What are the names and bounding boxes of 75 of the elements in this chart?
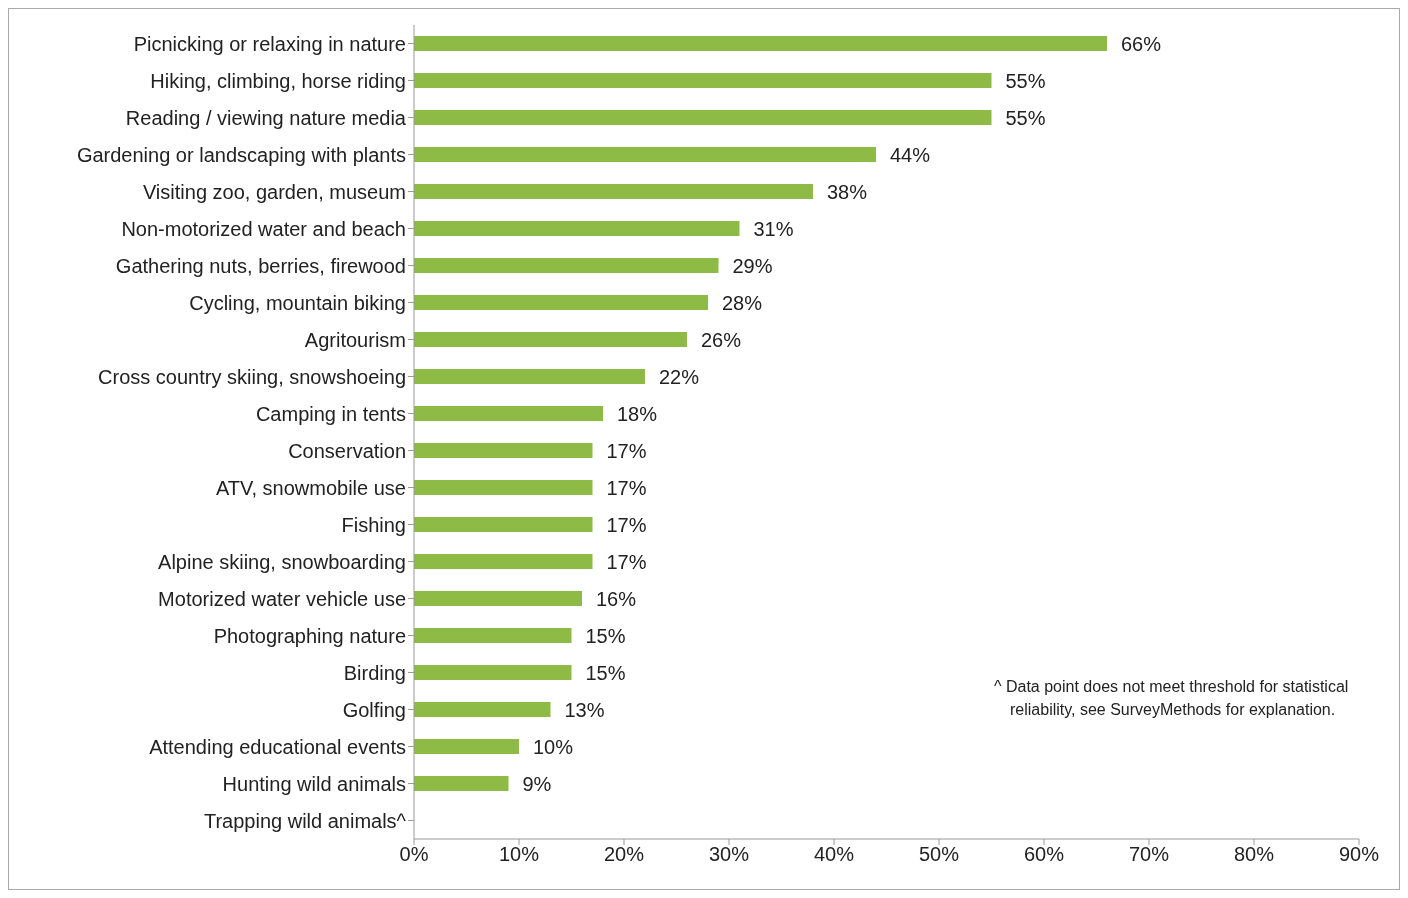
- bar: [414, 36, 1107, 52]
- data-label: 10%: [533, 735, 574, 758]
- data-label: 22%: [659, 365, 700, 388]
- bar: [414, 591, 582, 607]
- x-tick-label: 70%: [1128, 843, 1170, 866]
- bar: [414, 554, 593, 570]
- y-tick-label: Photographing nature: [213, 624, 406, 647]
- data-label: 55%: [1005, 106, 1046, 129]
- x-tick-label: 60%: [1023, 843, 1065, 866]
- y-tick-label: Trapping wild animals^: [203, 809, 407, 832]
- data-label: 44%: [890, 143, 931, 166]
- bar: [414, 517, 593, 533]
- y-tick-label: Cycling, mountain biking: [189, 291, 406, 314]
- y-tick-label: Birding: [343, 661, 406, 684]
- bar: [414, 147, 876, 163]
- bar: [414, 702, 551, 718]
- x-tick-label: 30%: [708, 843, 750, 866]
- data-label: 13%: [564, 698, 605, 721]
- y-tick-label: Alpine skiing, snowboarding: [158, 550, 406, 573]
- data-label: 18%: [617, 402, 658, 425]
- y-tick-label: ATV, snowmobile use: [215, 476, 406, 499]
- y-tick-label: Gardening or landscaping with plants: [76, 143, 406, 166]
- bar: [414, 628, 572, 644]
- y-tick-label: Camping in tents: [255, 402, 406, 425]
- x-tick-label: 10%: [498, 843, 540, 866]
- data-label: 15%: [585, 661, 626, 684]
- bar: [414, 480, 593, 496]
- bar: [414, 295, 708, 311]
- data-label: 9%: [522, 772, 552, 795]
- bar: [414, 110, 992, 126]
- y-tick-label: Hunting wild animals: [222, 772, 406, 795]
- y-tick-label: Reading / viewing nature media: [125, 106, 407, 129]
- data-label: 17%: [606, 476, 647, 499]
- bar: [414, 258, 719, 274]
- y-tick-label: Hiking, climbing, horse riding: [150, 69, 406, 92]
- x-tick-label: 90%: [1338, 843, 1380, 866]
- y-tick-label: Visiting zoo, garden, museum: [142, 180, 406, 203]
- bar: [414, 184, 813, 200]
- data-label: 38%: [827, 180, 868, 203]
- y-tick-label: Fishing: [341, 513, 406, 536]
- y-tick-label: Conservation: [288, 439, 406, 462]
- data-label: 26%: [701, 328, 742, 351]
- y-tick-label: Gathering nuts, berries, firewood: [115, 254, 406, 277]
- bar: [414, 332, 687, 348]
- y-tick-label: Non-motorized water and beach: [121, 217, 406, 240]
- bar: [414, 369, 645, 385]
- y-tick-label: Agritourism: [304, 328, 406, 351]
- bar: [414, 665, 572, 681]
- x-tick-label: 20%: [603, 843, 645, 866]
- data-label: 31%: [753, 217, 794, 240]
- bar: [414, 221, 740, 237]
- bar: [414, 406, 603, 422]
- data-label: 66%: [1121, 32, 1162, 55]
- data-label: 28%: [722, 291, 763, 314]
- y-tick-label: Picnicking or relaxing in nature: [133, 32, 406, 55]
- x-tick-label: 0%: [399, 843, 429, 866]
- data-label: 15%: [585, 624, 626, 647]
- x-tick-label: 40%: [813, 843, 855, 866]
- annotation: ^ Data point does not meet threshold for statistical reliability, see SurveyMethods for explanation.: [994, 677, 1350, 720]
- y-tick-label: Golfing: [342, 698, 406, 721]
- bar: [414, 739, 519, 755]
- data-label: 17%: [606, 439, 647, 462]
- data-label: 17%: [606, 513, 647, 536]
- x-tick-label: 50%: [918, 843, 960, 866]
- x-tick-label: 80%: [1233, 843, 1275, 866]
- y-tick-label: Attending educational events: [149, 735, 406, 758]
- bar: [414, 776, 509, 792]
- bar: [414, 443, 593, 459]
- y-tick-label: Cross country skiing, snowshoeing: [98, 365, 406, 388]
- data-label: 16%: [596, 587, 637, 610]
- data-label: 17%: [606, 550, 647, 573]
- y-tick-label: Motorized water vehicle use: [158, 587, 406, 610]
- data-label: 55%: [1005, 69, 1046, 92]
- bar: [414, 73, 992, 89]
- data-label: 29%: [732, 254, 773, 277]
